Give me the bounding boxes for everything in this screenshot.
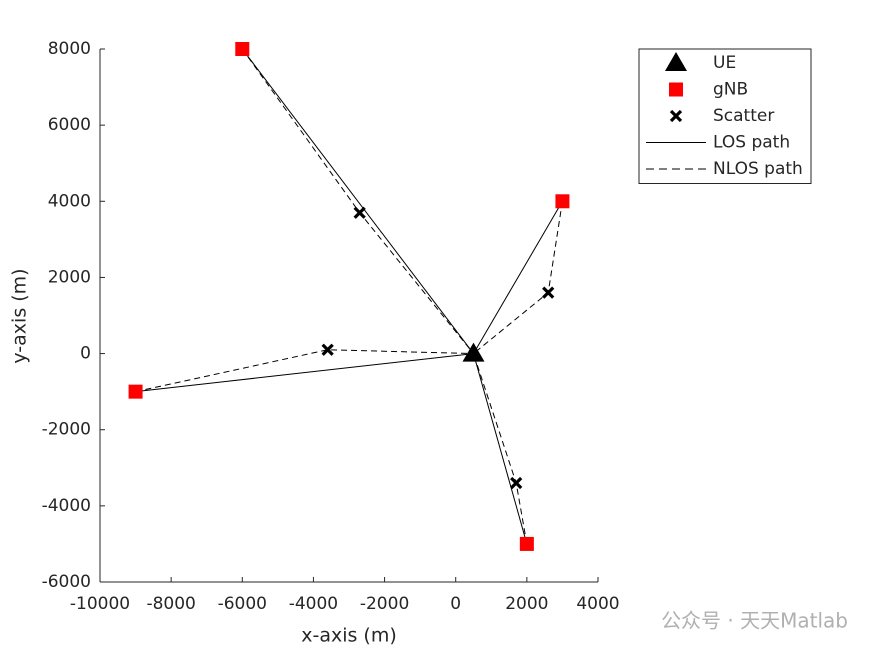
ue-marker	[462, 342, 485, 362]
gnb-marker	[555, 194, 570, 209]
scatter-marker	[510, 476, 523, 490]
x-tick-label: -2000	[360, 594, 409, 614]
path-line	[241, 48, 474, 354]
path-line	[135, 353, 474, 393]
x-tick-label: -8000	[146, 594, 195, 614]
legend-label: Scatter	[713, 106, 774, 126]
path-line	[135, 349, 474, 393]
scatter-marker	[669, 109, 683, 123]
legend-label: UE	[713, 53, 736, 73]
legend-label: NLOS path	[713, 159, 803, 179]
x-tick-label: 4000	[576, 594, 619, 614]
y-tick-label: 6000	[48, 115, 91, 135]
x-tick-label: -6000	[218, 594, 267, 614]
legend-label: gNB	[713, 80, 748, 100]
y-axis-label: y-axis (m)	[9, 268, 31, 363]
x-tick-label: -4000	[289, 594, 338, 614]
y-tick-label: 4000	[48, 191, 91, 211]
y-tick-label: -6000	[42, 572, 91, 592]
scatter-marker	[321, 343, 334, 356]
x-axis-label: x-axis (m)	[301, 625, 397, 647]
gnb-marker	[669, 82, 683, 97]
y-tick-label: 2000	[48, 267, 91, 287]
ue-marker	[665, 52, 687, 71]
legend: UE gNB Scatter LOS path NLOS path	[638, 48, 812, 184]
y-tick-label: 8000	[48, 39, 91, 59]
legend-box	[638, 48, 812, 184]
y-tick-label: 0	[80, 344, 91, 364]
scatter-marker	[542, 286, 555, 299]
x-tick-label: 2000	[505, 594, 548, 614]
gnb-marker	[235, 42, 250, 56]
gnb-marker	[519, 536, 534, 551]
x-tick-label: -10000	[70, 594, 130, 614]
scatter-marker	[353, 206, 366, 219]
path-line	[473, 201, 563, 354]
legend-label: LOS path	[713, 133, 790, 153]
y-tick-label: -4000	[42, 496, 91, 516]
gnb-marker	[128, 384, 143, 399]
path-line	[473, 353, 528, 545]
watermark: 公众号 · 天天Matlab	[661, 609, 848, 633]
x-tick-label: 0	[450, 594, 461, 614]
y-tick-label: -2000	[42, 420, 91, 440]
